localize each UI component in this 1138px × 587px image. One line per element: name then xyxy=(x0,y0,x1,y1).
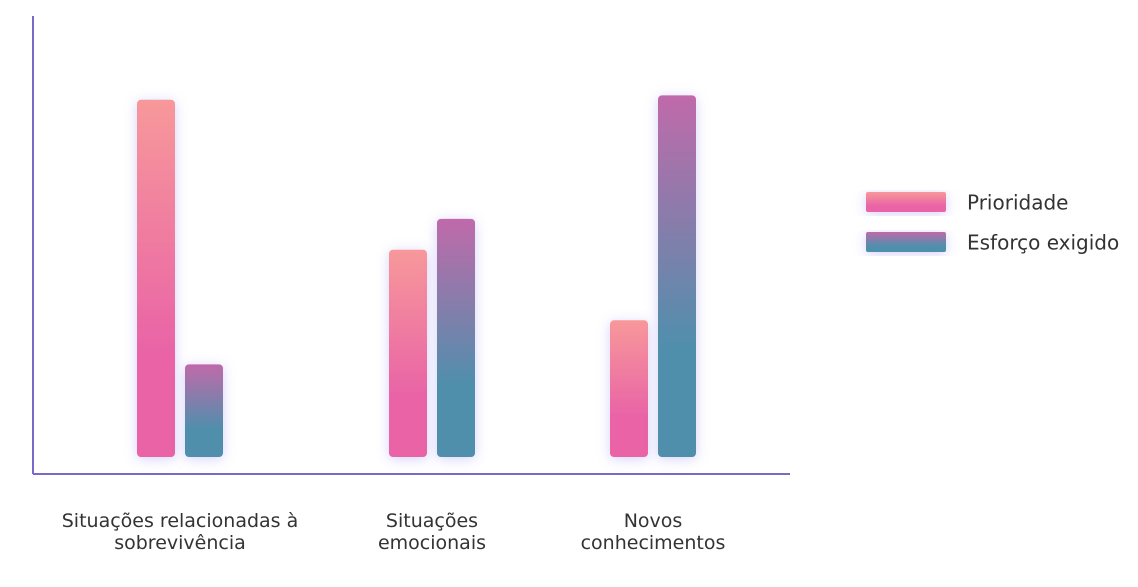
legend-label: Prioridade xyxy=(967,191,1068,215)
x-tick-label: Situações emocionais xyxy=(377,510,487,554)
x-tick-label: Situações relacionadas à sobrevivência xyxy=(61,510,299,554)
legend-swatch xyxy=(866,192,946,212)
bar xyxy=(185,364,223,457)
legend-swatch xyxy=(866,232,946,252)
bar xyxy=(137,99,175,457)
legend-label: Esforço exigido xyxy=(967,231,1119,255)
bar xyxy=(437,218,475,457)
x-tick-label: Novos conhecimentos xyxy=(580,510,726,554)
bar xyxy=(610,320,648,457)
bar xyxy=(658,95,696,457)
bar xyxy=(389,249,427,457)
